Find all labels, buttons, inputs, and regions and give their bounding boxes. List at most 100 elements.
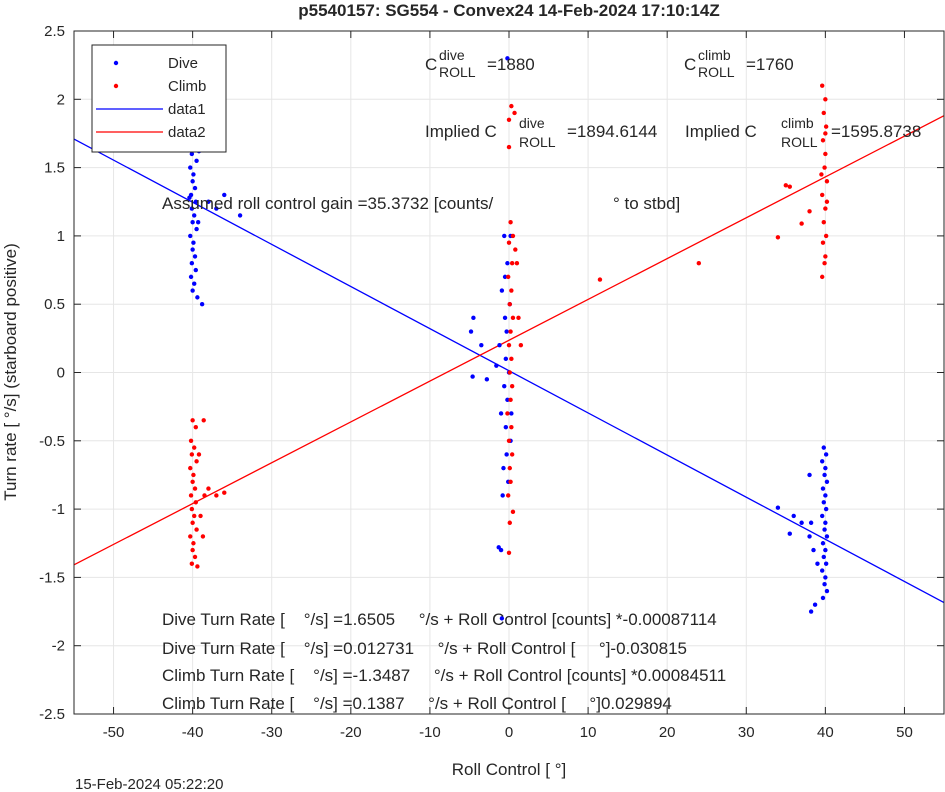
dive-point <box>824 588 830 594</box>
dive-point <box>497 342 502 348</box>
climb-point <box>509 383 515 389</box>
climb-point <box>510 233 516 239</box>
dive-point <box>222 192 227 198</box>
climb-point <box>507 465 512 471</box>
c-climb-base: C <box>684 55 696 74</box>
dive-point <box>812 602 818 607</box>
dive-point <box>479 342 484 348</box>
implied-climb-label: Implied C <box>685 122 757 141</box>
climb-point <box>507 370 512 375</box>
x-tick-label: 40 <box>817 724 834 741</box>
dive-point <box>188 233 193 239</box>
climb-point <box>188 534 193 539</box>
climb-point <box>799 221 804 226</box>
climb-point <box>824 179 830 184</box>
climb-point <box>506 550 512 556</box>
climb-point <box>807 209 812 214</box>
dive-point <box>808 520 814 525</box>
legend: Dive Climb data1 data2 <box>91 44 227 153</box>
x-tick-label: -30 <box>261 724 283 741</box>
climb-point <box>508 397 513 403</box>
climb-point <box>214 493 219 498</box>
climb-point <box>508 220 513 225</box>
climb-point <box>510 509 516 515</box>
climb-point <box>194 459 199 464</box>
dive-point <box>808 609 814 614</box>
climb-point <box>190 479 195 484</box>
climb-point <box>597 277 603 282</box>
climb-point <box>819 172 824 177</box>
c-roll-climb-annotation: C climb ROLL =1760 <box>684 47 794 80</box>
y-axis-label: Turn rate [ °/s] (starboard positive) <box>1 243 20 500</box>
fit-equation-1: Dive Turn Rate [ °/s] =1.6505 °/s + Roll… <box>162 610 717 629</box>
dive-point <box>823 520 828 525</box>
dive-point <box>509 411 514 416</box>
y-tick-label: 1 <box>57 228 65 245</box>
dive-point <box>190 247 195 252</box>
climb-point <box>506 240 512 245</box>
dive-point <box>821 445 826 450</box>
dive-point <box>823 561 829 566</box>
climb-point <box>514 261 520 266</box>
c-dive-value: =1880 <box>487 55 535 74</box>
x-tick-label: 50 <box>896 724 913 741</box>
climb-point <box>696 261 702 266</box>
x-tick-label: 0 <box>505 724 513 741</box>
dive-point <box>192 254 198 259</box>
dive-point <box>500 493 505 498</box>
footer-timestamp: 15-Feb-2024 05:22:20 <box>75 776 223 792</box>
climb-point <box>188 493 194 498</box>
dive-point <box>195 220 201 225</box>
x-tick-label: -20 <box>340 724 362 741</box>
climb-point <box>508 479 513 484</box>
dive-point <box>824 534 830 539</box>
c-climb-sup: climb <box>698 47 731 63</box>
dive-point <box>190 288 195 293</box>
climb-point <box>821 220 826 225</box>
climb-point <box>510 315 516 321</box>
dive-point <box>503 424 509 430</box>
dive-point <box>822 582 827 587</box>
dive-point <box>468 329 474 334</box>
climb-point <box>821 110 826 116</box>
implied-dive-value: =1894.6144 <box>567 122 657 141</box>
climb-point <box>823 131 828 136</box>
dive-point <box>190 179 195 184</box>
dive-point <box>505 56 510 61</box>
climb-point <box>506 274 511 280</box>
dive-point <box>499 288 505 293</box>
c-roll-dive-annotation: C dive ROLL =1880 <box>425 47 535 80</box>
dive-point <box>820 568 825 573</box>
dive-point <box>498 411 504 416</box>
implied-dive-label: Implied C <box>425 122 497 141</box>
fit-equation-2: Dive Turn Rate [ °/s] =0.012731 °/s + Ro… <box>162 639 687 658</box>
dive-point <box>501 465 506 471</box>
climb-point <box>188 465 193 471</box>
y-axis-ticks: -2.5 -2 -1.5 -1 -0.5 0 0.5 1 1.5 2 2.5 <box>39 23 944 723</box>
y-tick-label: 1.5 <box>44 160 65 177</box>
climb-point <box>509 288 514 293</box>
climb-point <box>506 342 512 348</box>
dive-point <box>498 547 504 553</box>
climb-point <box>823 97 828 102</box>
dive-point <box>823 506 829 512</box>
dive-point <box>499 616 505 621</box>
x-tick-label: 20 <box>659 724 676 741</box>
climb-point <box>509 424 514 430</box>
x-axis-ticks: -50 -40 -30 -20 -10 0 10 20 30 40 50 <box>103 31 913 741</box>
dive-point <box>811 547 816 553</box>
climb-point <box>820 240 826 245</box>
dive-point <box>815 561 820 566</box>
dive-point <box>192 213 197 218</box>
dive-point <box>807 534 812 539</box>
climb-point <box>506 117 512 122</box>
dive-point <box>820 541 826 546</box>
y-tick-label: 0.5 <box>44 296 65 313</box>
dive-point <box>502 233 507 239</box>
climb-point <box>194 527 199 532</box>
climb-point <box>823 124 829 129</box>
dive-point <box>775 505 781 510</box>
gain-annotation-a: Assumed roll control gain =35.3732 [coun… <box>162 194 494 213</box>
dive-point <box>237 213 243 218</box>
